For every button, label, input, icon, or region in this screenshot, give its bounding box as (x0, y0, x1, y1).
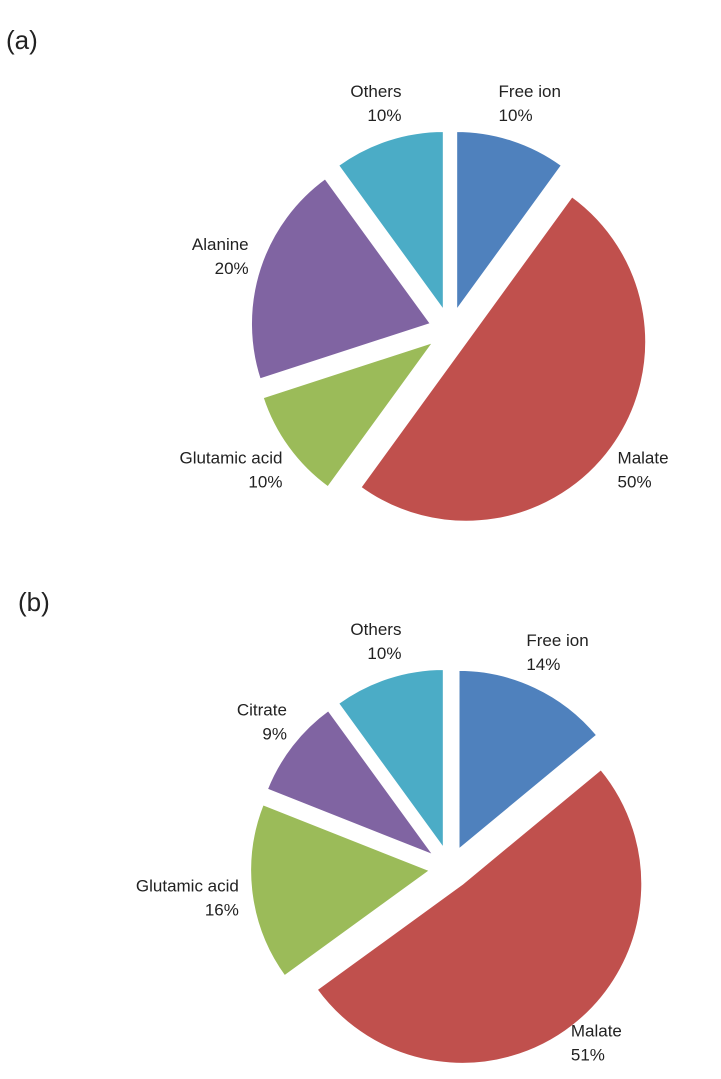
pie-slice (336, 129, 445, 315)
slice-label: Others (350, 620, 401, 639)
pie-slice (358, 194, 648, 523)
chart-title: (b) (18, 587, 50, 617)
pie-slice (265, 708, 438, 858)
pie-slice (336, 667, 445, 853)
slice-value-label: 50% (618, 472, 652, 491)
slice-label: Glutamic acid (136, 876, 239, 895)
chart-title: (a) (6, 25, 38, 55)
slice-label: Free ion (499, 82, 561, 101)
slice-value-label: 14% (526, 655, 560, 674)
slice-value-label: 9% (262, 725, 287, 744)
slice-value-label: 16% (205, 900, 239, 919)
slice-value-label: 10% (499, 106, 533, 125)
slice-label: Citrate (237, 701, 287, 720)
pie-slice (261, 339, 437, 489)
pie-slice (315, 767, 644, 1065)
pie-slice (249, 802, 433, 978)
pie-slice (457, 668, 599, 853)
slice-label: Alanine (192, 235, 249, 254)
slice-value-label: 10% (367, 106, 401, 125)
slice-label: Glutamic acid (179, 448, 282, 467)
slice-value-label: 51% (571, 1045, 605, 1064)
slice-value-label: 20% (215, 259, 249, 278)
slice-value-label: 10% (248, 472, 282, 491)
slice-value-label: 10% (367, 644, 401, 663)
pie-slice (249, 176, 433, 381)
slice-label: Free ion (526, 631, 588, 650)
slice-label: Others (350, 82, 401, 101)
slice-label: Malate (618, 448, 669, 467)
slice-label: Malate (571, 1021, 622, 1040)
pie-slice (455, 129, 564, 315)
